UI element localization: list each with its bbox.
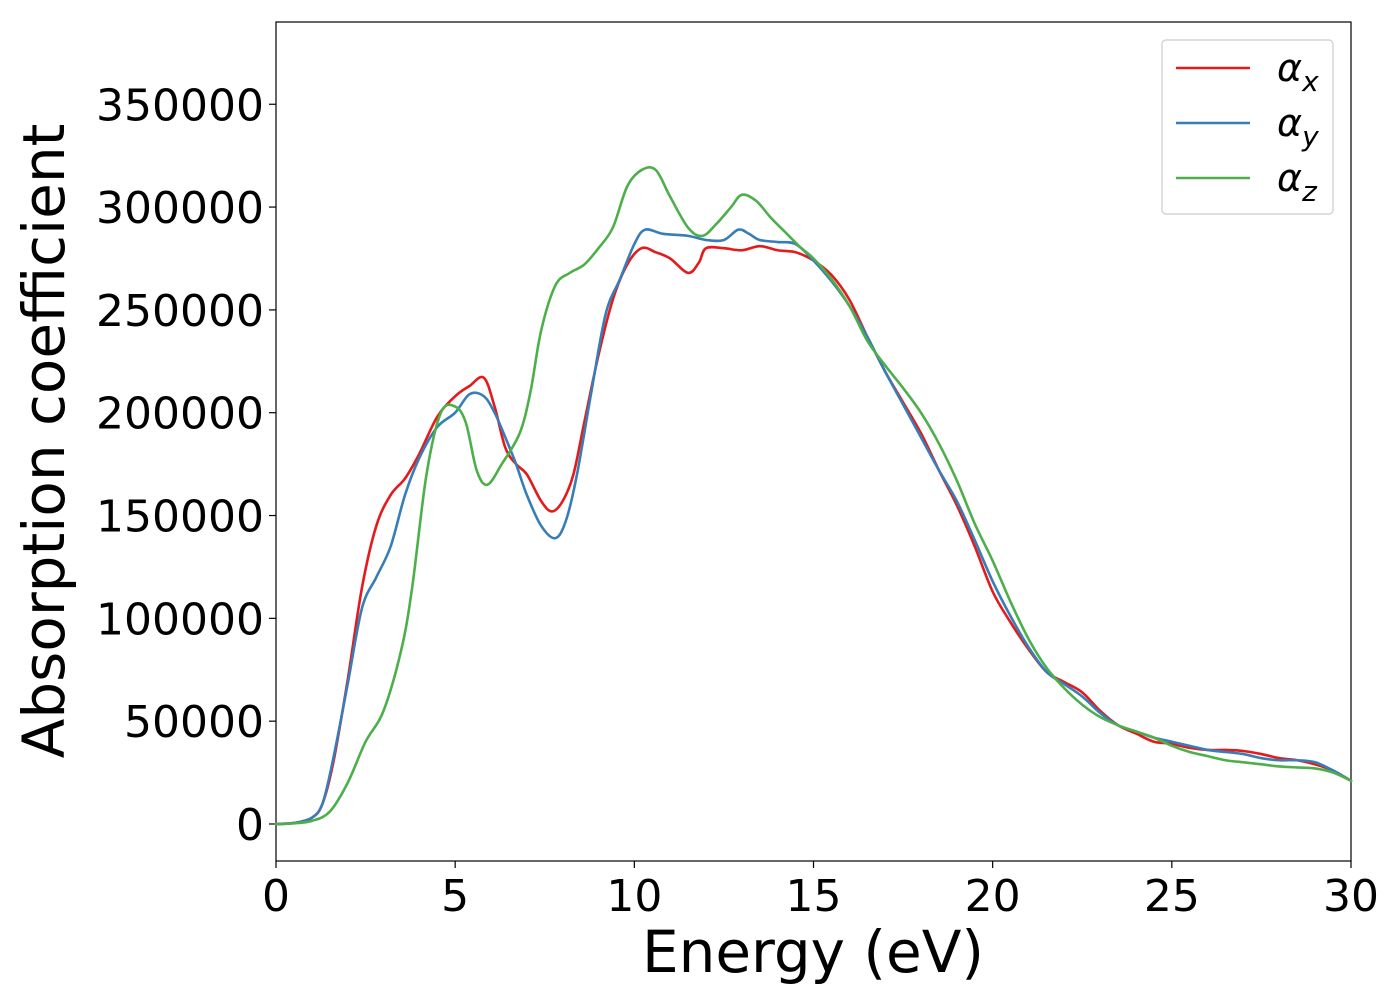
legend-subscript: x [1301, 65, 1319, 98]
legend-subscript: z [1301, 175, 1318, 208]
legend-label-z: αz [1277, 156, 1318, 208]
y-tick-label: 350000 [96, 80, 264, 131]
y-axis-label: Absorption coefficient [10, 124, 78, 759]
y-tick-label: 100000 [96, 594, 264, 645]
x-tick-label: 10 [606, 871, 662, 922]
y-tick-label: 150000 [96, 492, 264, 543]
x-tick-label: 15 [786, 871, 842, 922]
x-axis-label: Energy (eV) [642, 918, 984, 986]
legend-alpha-symbol: α [1277, 101, 1302, 145]
legend-box [1161, 39, 1334, 215]
legend-alpha-symbol: α [1277, 156, 1302, 200]
x-axis-ticks: 0 5 10 15 20 25 30 [262, 861, 1379, 922]
y-axis-ticks: 0 50000 100000 150000 200000 250000 300000 3500… [96, 80, 276, 851]
legend-label-x: αx [1277, 46, 1319, 98]
x-tick-label: 30 [1323, 871, 1379, 922]
x-tick-label: 5 [441, 871, 469, 922]
series-layer [274, 166, 1353, 826]
legend-subscript: y [1301, 120, 1319, 153]
x-tick-label: 20 [965, 871, 1021, 922]
y-tick-label: 200000 [96, 389, 264, 440]
legend-alpha-symbol: α [1277, 46, 1302, 90]
x-tick-label: 25 [1144, 871, 1200, 922]
y-tick-label: 250000 [96, 286, 264, 337]
y-tick-label: 50000 [124, 697, 264, 748]
y-tick-label: 0 [236, 800, 264, 851]
legend-label-y: αy [1277, 101, 1319, 153]
y-tick-label: 300000 [96, 183, 264, 234]
x-tick-label: 0 [262, 871, 290, 922]
series-line-x [274, 244, 1353, 826]
series-line-z [274, 166, 1353, 826]
